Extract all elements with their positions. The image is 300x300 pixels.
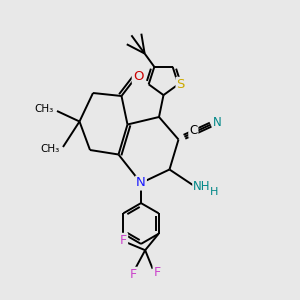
Text: CH₃: CH₃ <box>34 104 53 115</box>
Text: F: F <box>130 268 137 281</box>
Text: N: N <box>213 116 221 129</box>
Text: S: S <box>176 78 185 91</box>
Text: N: N <box>136 176 146 190</box>
Text: H: H <box>210 187 219 197</box>
Text: C: C <box>189 124 197 137</box>
Text: CH₃: CH₃ <box>40 143 59 154</box>
Text: O: O <box>133 70 143 83</box>
Text: F: F <box>154 266 161 279</box>
Text: NH: NH <box>193 179 211 193</box>
Text: F: F <box>120 234 127 247</box>
